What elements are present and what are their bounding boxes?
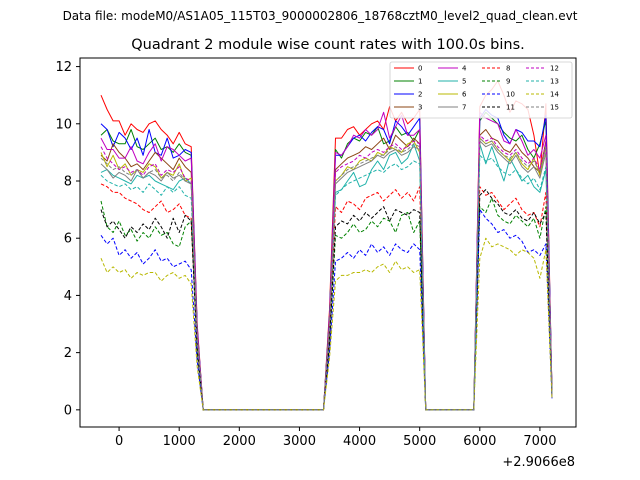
series-layer [100, 80, 553, 411]
y-tick-label: 12 [55, 60, 72, 75]
legend-label-0: 0 [418, 65, 422, 73]
x-axis-offset-label: +2.9066e8 [502, 455, 575, 470]
series-line-10 [100, 209, 553, 411]
x-tick-label: 2000 [223, 434, 256, 449]
legend-label-12: 12 [550, 65, 559, 73]
y-tick-label: 0 [64, 403, 72, 418]
legend-label-4: 4 [462, 65, 467, 73]
legend-label-11: 11 [506, 104, 515, 112]
legend-label-2: 2 [418, 91, 422, 99]
x-tick-label: 1000 [163, 434, 196, 449]
chart-title: Quadrant 2 module wise count rates with … [131, 37, 525, 53]
plot-area [79, 57, 577, 428]
x-tick-label: 5000 [403, 434, 436, 449]
y-tick-label: 10 [55, 117, 72, 132]
legend-label-1: 1 [418, 78, 422, 86]
x-tick-label: 6000 [463, 434, 496, 449]
y-tick-label: 4 [64, 289, 72, 304]
y-tick-label: 6 [64, 232, 72, 247]
series-line-14 [100, 237, 553, 411]
legend-label-9: 9 [506, 78, 510, 86]
series-line-11 [100, 189, 553, 411]
series-line-15 [100, 137, 553, 411]
data-file-header: Data file: modeM0/AS1A05_115T03_90000028… [63, 9, 578, 23]
x-tick-label: 0 [115, 434, 123, 449]
legend-label-13: 13 [550, 78, 559, 86]
legend-label-8: 8 [506, 65, 510, 73]
x-tick-label: 3000 [283, 434, 316, 449]
legend-label-7: 7 [462, 104, 466, 112]
legend-label-10: 10 [506, 91, 515, 99]
x-tick-label: 7000 [523, 434, 556, 449]
legend-label-5: 5 [462, 78, 466, 86]
legend-label-15: 15 [550, 104, 559, 112]
legend-label-14: 14 [550, 91, 559, 99]
legend-label-3: 3 [418, 104, 422, 112]
legend-label-6: 6 [462, 91, 467, 99]
x-tick-label: 4000 [343, 434, 376, 449]
y-tick-label: 2 [64, 346, 72, 361]
y-tick-label: 8 [64, 175, 72, 190]
legend-box [389, 61, 573, 119]
